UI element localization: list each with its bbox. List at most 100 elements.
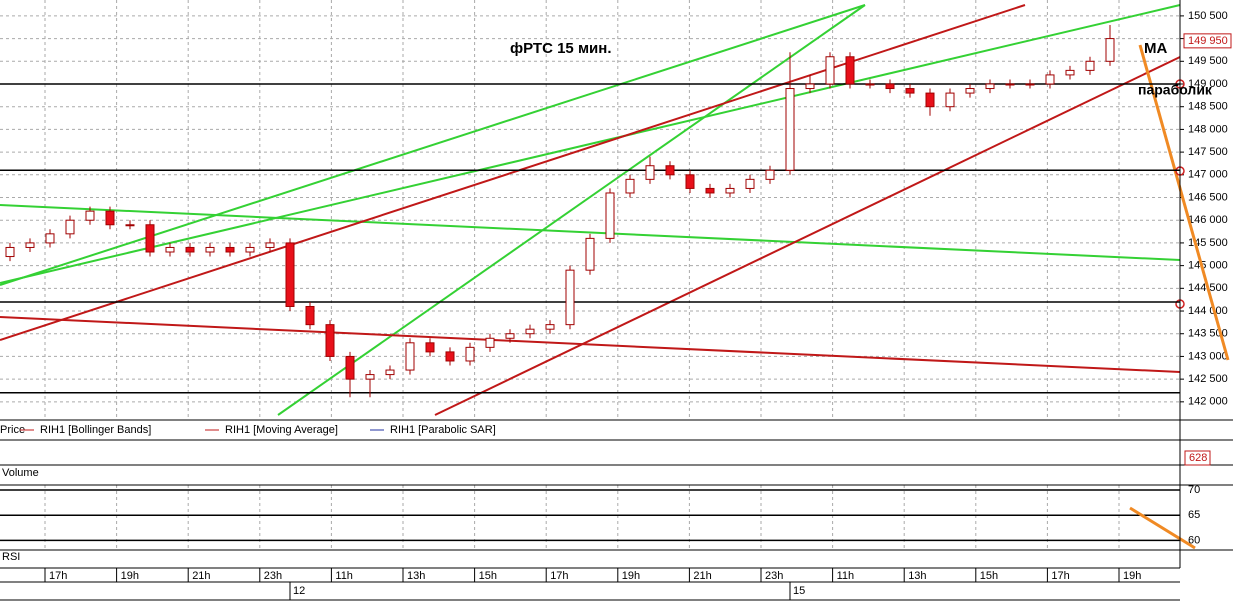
candle-body (305, 305, 315, 326)
candle-body (985, 83, 995, 90)
candle-body (745, 178, 755, 189)
candle-body (145, 224, 155, 253)
candle-body (1065, 69, 1075, 76)
candle-body (5, 246, 15, 258)
trend-line (0, 316, 1181, 373)
x-tick-label: 17h (550, 570, 568, 582)
last-price-box (1183, 33, 1232, 49)
legend-label: Price (0, 424, 25, 436)
x-tick-label: 11h (837, 570, 855, 582)
candle-body (705, 187, 715, 194)
x-tick-label: 13h (407, 570, 425, 582)
candle-body (285, 242, 295, 307)
candle-body (905, 88, 915, 94)
rsi-tick-label: 65 (1188, 509, 1200, 521)
candle-body (125, 224, 135, 227)
candle-body (445, 351, 455, 362)
candle-body (25, 242, 35, 248)
candle-body (365, 374, 375, 380)
y-tick-label: 143 500 (1188, 328, 1228, 340)
candle-body (65, 219, 75, 235)
pane-label: RSI (2, 551, 20, 563)
candle-body (165, 246, 175, 253)
candles (5, 24, 1115, 398)
candle-body (925, 92, 935, 108)
candle-body (625, 178, 635, 194)
candle-body (385, 369, 395, 376)
candle-body (805, 83, 815, 90)
candle-body (645, 165, 655, 180)
forecast-arrow (1138, 44, 1230, 361)
candle-body (605, 192, 615, 239)
y-tick-label: 146 000 (1188, 214, 1228, 226)
candle-body (85, 210, 95, 221)
candle-body (565, 269, 575, 326)
x-tick-label: 15h (980, 570, 998, 582)
candle-body (965, 88, 975, 94)
candle-body (1105, 38, 1115, 62)
trend-line (277, 4, 866, 416)
y-tick-label: 142 500 (1188, 373, 1228, 385)
candle-body (825, 56, 835, 85)
trend-lines (0, 4, 1230, 550)
y-tick-label: 147 500 (1188, 146, 1228, 158)
candle-body (505, 333, 515, 339)
y-tick-label: 150 500 (1188, 10, 1228, 22)
candle-body (885, 83, 895, 90)
forecast-arrow (1129, 506, 1196, 550)
candle-body (465, 346, 475, 362)
y-tick-label: 147 000 (1188, 169, 1228, 181)
y-tick-label: 145 500 (1188, 237, 1228, 249)
x-tick-label: 17h (1051, 570, 1069, 582)
candle-body (665, 165, 675, 176)
x-tick-label: 19h (622, 570, 640, 582)
x-tick-label: 19h (121, 570, 139, 582)
candle-body (845, 56, 855, 85)
last-price: 149 950 (1188, 35, 1228, 47)
legend-label: RIH1 [Parabolic SAR] (390, 424, 496, 436)
candle-body (685, 174, 695, 189)
trend-line (0, 204, 1181, 261)
x-tick-label: 19h (1123, 570, 1141, 582)
volume-value: 628 (1189, 452, 1207, 464)
x-tick-label: 11h (335, 570, 353, 582)
y-tick-label: 148 000 (1188, 123, 1228, 135)
y-tick-label: 148 500 (1188, 101, 1228, 113)
x-tick-label: 15h (479, 570, 497, 582)
candle-body (245, 246, 255, 253)
candle-body (1025, 83, 1035, 86)
candle-body (1005, 83, 1015, 86)
candle-body (765, 169, 775, 180)
pane-label: Volume (2, 467, 39, 479)
rsi-tick-label: 60 (1188, 534, 1200, 546)
chart-title: фРТС 15 мин. (510, 40, 612, 57)
candle-body (325, 324, 335, 357)
trend-line (0, 4, 866, 286)
y-tick-label: 146 500 (1188, 191, 1228, 203)
candle-body (225, 246, 235, 253)
candle-body (865, 83, 875, 86)
candle-body (185, 246, 195, 253)
candle-body (105, 210, 115, 226)
candle-body (45, 233, 55, 244)
x-tick-label: 13h (908, 570, 926, 582)
date-label: 15 (793, 585, 805, 597)
trend-line (434, 56, 1181, 416)
x-tick-label: 23h (765, 570, 783, 582)
candle-body (525, 328, 535, 335)
candle-body (1045, 74, 1055, 85)
trend-line (0, 4, 1181, 284)
y-tick-label: 149 000 (1188, 78, 1228, 90)
y-tick-label: 144 000 (1188, 305, 1228, 317)
candle-body (785, 88, 795, 171)
levels (0, 83, 1180, 394)
legend-label: RIH1 [Moving Average] (225, 424, 338, 436)
rsi-tick-label: 70 (1188, 484, 1200, 496)
legend: Price RIH1 [Bollinger Bands] RIH1 [Moving … (0, 424, 496, 436)
x-tick-label: 21h (192, 570, 210, 582)
candle-body (205, 246, 215, 253)
legend-label: RIH1 [Bollinger Bands] (40, 424, 151, 436)
volume-box (1184, 450, 1211, 466)
